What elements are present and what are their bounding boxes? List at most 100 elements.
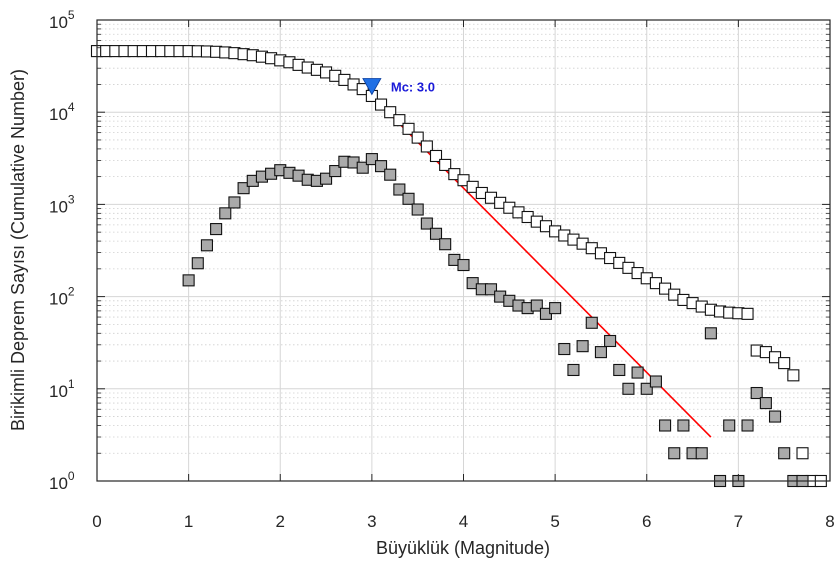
cumulative-point <box>402 122 415 135</box>
y-tick-label: 102 <box>49 285 75 309</box>
non-cumulative-point <box>530 299 543 312</box>
non-cumulative-point <box>659 419 672 432</box>
non-cumulative-point <box>750 386 763 400</box>
non-cumulative-point <box>778 447 791 460</box>
non-cumulative-point <box>759 397 772 410</box>
cumulative-series <box>90 45 827 488</box>
y-tick-label: 103 <box>49 192 75 216</box>
non-cumulative-point <box>549 302 562 315</box>
non-cumulative-point <box>668 447 681 460</box>
non-cumulative-point <box>631 366 644 379</box>
non-cumulative-point <box>457 258 470 272</box>
y-tick-exponent: 4 <box>68 100 75 114</box>
cumulative-point <box>393 114 406 127</box>
y-tick-label: 101 <box>49 377 75 401</box>
mc-label: Mc: 3.0 <box>391 79 435 94</box>
non-cumulative-point <box>329 164 342 178</box>
non-cumulative-series <box>182 153 809 488</box>
x-tick-label: 3 <box>367 512 376 531</box>
cumulative-point <box>796 447 809 460</box>
x-tick-label: 5 <box>550 512 559 531</box>
cumulative-point <box>778 357 791 370</box>
y-tick-label: 104 <box>49 100 75 124</box>
cumulative-point <box>411 131 424 144</box>
non-cumulative-point <box>365 153 378 166</box>
non-cumulative-point <box>466 277 479 290</box>
y-tick-exponent: 3 <box>68 192 75 206</box>
non-cumulative-point <box>320 172 333 185</box>
non-cumulative-point <box>200 239 213 252</box>
x-axis-title: Büyüklük (Magnitude) <box>376 538 550 558</box>
non-cumulative-point <box>228 196 241 209</box>
cumulative-point <box>420 140 433 153</box>
non-cumulative-point <box>558 342 571 356</box>
non-cumulative-point <box>237 182 250 195</box>
axis-ticks <box>96 19 831 482</box>
non-cumulative-point <box>411 203 424 216</box>
non-cumulative-point <box>640 382 653 395</box>
x-tick-label: 4 <box>459 512 468 531</box>
cumulative-point <box>741 307 754 320</box>
cumulative-point <box>384 106 397 119</box>
non-cumulative-point <box>613 363 626 377</box>
non-cumulative-point <box>356 161 369 174</box>
cumulative-point <box>356 83 369 96</box>
non-cumulative-point <box>741 419 754 432</box>
non-cumulative-point <box>420 217 433 230</box>
non-cumulative-point <box>723 419 736 432</box>
non-cumulative-point <box>191 257 204 270</box>
non-cumulative-point <box>594 346 607 359</box>
mc-triangle-marker <box>362 78 382 96</box>
x-tick-label: 2 <box>276 512 285 531</box>
y-tick-label: 105 <box>49 8 75 32</box>
non-cumulative-point <box>695 447 708 460</box>
non-cumulative-point <box>704 327 717 340</box>
x-tick-labels: 0 1 2 3 4 5 6 7 8 <box>92 512 834 531</box>
non-cumulative-point <box>484 283 498 296</box>
non-cumulative-point <box>567 363 580 377</box>
non-cumulative-point <box>393 183 406 196</box>
x-tick-label: 6 <box>642 512 651 531</box>
x-tick-label: 1 <box>184 512 193 531</box>
non-cumulative-point <box>677 419 690 432</box>
non-cumulative-point <box>182 274 195 287</box>
y-tick-exponent: 2 <box>68 285 75 299</box>
y-tick-base: 10 <box>49 197 68 216</box>
non-cumulative-point <box>604 334 617 348</box>
y-tick-exponent: 5 <box>68 8 75 22</box>
x-tick-label: 8 <box>825 512 834 531</box>
y-axis-title: Birikimli Deprem Sayısı (Cumulative Numb… <box>8 69 28 431</box>
cumulative-point <box>429 149 443 163</box>
non-cumulative-point <box>649 375 662 388</box>
non-cumulative-point <box>585 316 598 329</box>
cumulative-point <box>787 369 800 382</box>
mc-marker-group: Mc: 3.0 <box>362 78 435 96</box>
x-tick-label: 0 <box>92 512 101 531</box>
y-tick-base: 10 <box>49 290 68 309</box>
y-tick-label: 100 <box>49 469 75 493</box>
non-cumulative-point <box>210 223 223 236</box>
cumulative-point <box>448 168 461 181</box>
non-cumulative-point <box>576 340 589 353</box>
y-tick-base: 10 <box>49 13 68 32</box>
cumulative-point <box>457 174 470 187</box>
non-cumulative-point <box>429 227 443 240</box>
non-cumulative-point <box>384 168 397 181</box>
y-tick-exponent: 1 <box>68 377 75 391</box>
y-tick-exponent: 0 <box>68 469 75 483</box>
y-tick-base: 10 <box>49 474 68 493</box>
non-cumulative-point <box>219 207 232 220</box>
cumulative-point <box>439 158 452 171</box>
y-tick-base: 10 <box>49 382 68 401</box>
x-tick-label: 7 <box>734 512 743 531</box>
cumulative-point <box>466 180 479 193</box>
non-cumulative-point <box>439 238 452 251</box>
y-tick-base: 10 <box>49 105 68 124</box>
non-cumulative-point <box>622 382 635 395</box>
non-cumulative-point <box>768 410 782 423</box>
non-cumulative-point <box>374 160 388 173</box>
non-cumulative-point <box>402 192 415 205</box>
cumulative-point <box>374 98 388 111</box>
